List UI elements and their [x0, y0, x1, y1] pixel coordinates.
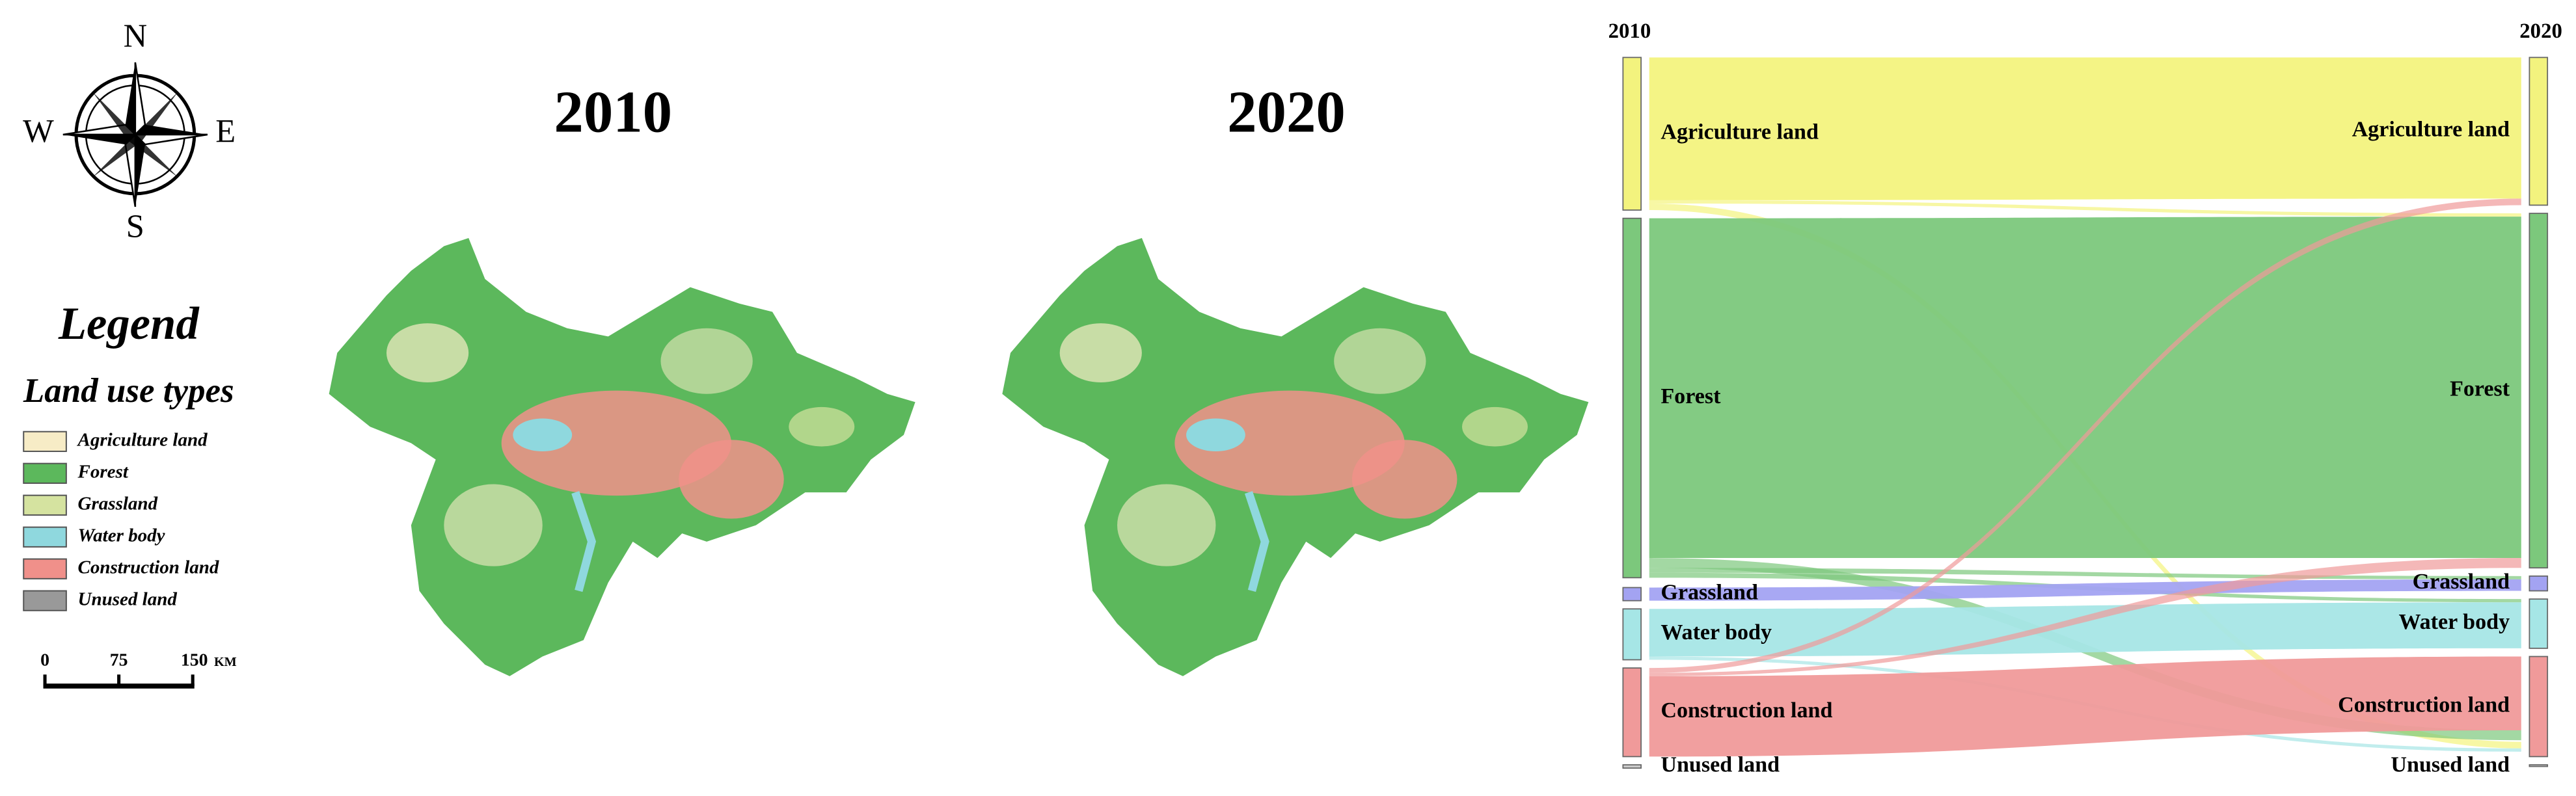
legend-label: Grassland: [78, 493, 158, 514]
legend-subtitle: Land use types: [23, 372, 234, 410]
legend-label: Unused land: [78, 589, 178, 609]
sankey-flow: [1649, 656, 2521, 757]
sankey-node: [2529, 764, 2549, 767]
legend-label: Forest: [77, 461, 129, 482]
map-title: 2020: [1227, 79, 1346, 145]
sankey-flow: [1649, 198, 2521, 673]
sankey-flow: [1649, 579, 2521, 601]
sankey-node: [2529, 57, 2549, 206]
legend-label: Water body: [78, 525, 165, 546]
scale-unit: KM: [214, 655, 237, 669]
legend-swatch: [23, 526, 67, 548]
sankey-right-header: 2020: [2519, 20, 2562, 43]
sankey-left-header: 2010: [1608, 20, 1651, 43]
scale-label: 75: [110, 650, 128, 670]
scale-bar: [43, 674, 195, 689]
compass-north: N: [124, 18, 147, 54]
sankey-flow: [1649, 200, 2521, 217]
sankey-node: [1622, 587, 1642, 602]
sankey-left-label: Water body: [1661, 620, 1772, 644]
legend-label: Agriculture land: [77, 430, 208, 451]
sankey-flow: [1649, 57, 2521, 200]
sankey-right-label: Water body: [2398, 610, 2510, 634]
sankey-flows: [1649, 57, 2521, 757]
sankey-right-label: Agriculture land: [2352, 118, 2510, 142]
map-2010: [329, 238, 915, 676]
compass-west: W: [23, 113, 54, 150]
map-2020: [1002, 238, 1588, 676]
sankey-node: [1622, 764, 1642, 769]
sankey-left-label: Construction land: [1661, 698, 1832, 723]
map-title: 2010: [554, 79, 672, 145]
sankey-node: [1622, 217, 1642, 579]
sankey-right-label: Grassland: [2413, 570, 2510, 594]
sankey-node: [1622, 608, 1642, 661]
sankey-left-label: Grassland: [1661, 580, 1758, 604]
sankey-right-label: Unused land: [2391, 752, 2510, 776]
sankey-left-label: Unused land: [1661, 752, 1780, 776]
compass: [62, 62, 208, 207]
sankey-node: [2529, 575, 2549, 592]
scale-label: 0: [40, 650, 49, 670]
sankey-flow: [1649, 217, 2521, 559]
sankey-node: [1622, 57, 1642, 211]
legend-title: Legend: [58, 298, 200, 349]
sankey-right-label: Forest: [2450, 377, 2510, 401]
sankey-left-label: Forest: [1661, 384, 1721, 408]
sankey-node: [2529, 213, 2549, 569]
legend-swatch: [23, 558, 67, 579]
compass-east: E: [215, 113, 236, 150]
compass-south: S: [126, 208, 144, 245]
sankey-nodes: Agriculture land Forest Grassland Water bod…: [1622, 57, 2549, 776]
sankey-node: [2529, 656, 2549, 758]
legend-swatch: [23, 494, 67, 516]
sankey-flow: [1649, 602, 2521, 657]
sankey-right-label: Construction land: [2338, 693, 2510, 717]
sankey-node: [2529, 598, 2549, 649]
legend-swatch: [23, 590, 67, 611]
legend-swatch: [23, 431, 67, 453]
legend-swatch: [23, 462, 67, 484]
sankey-left-label: Agriculture land: [1661, 120, 1819, 144]
sankey-node: [1622, 667, 1642, 758]
legend-label: Construction land: [78, 557, 219, 577]
sankey-flow: [1649, 558, 2521, 676]
scale-label: 150: [181, 650, 208, 670]
